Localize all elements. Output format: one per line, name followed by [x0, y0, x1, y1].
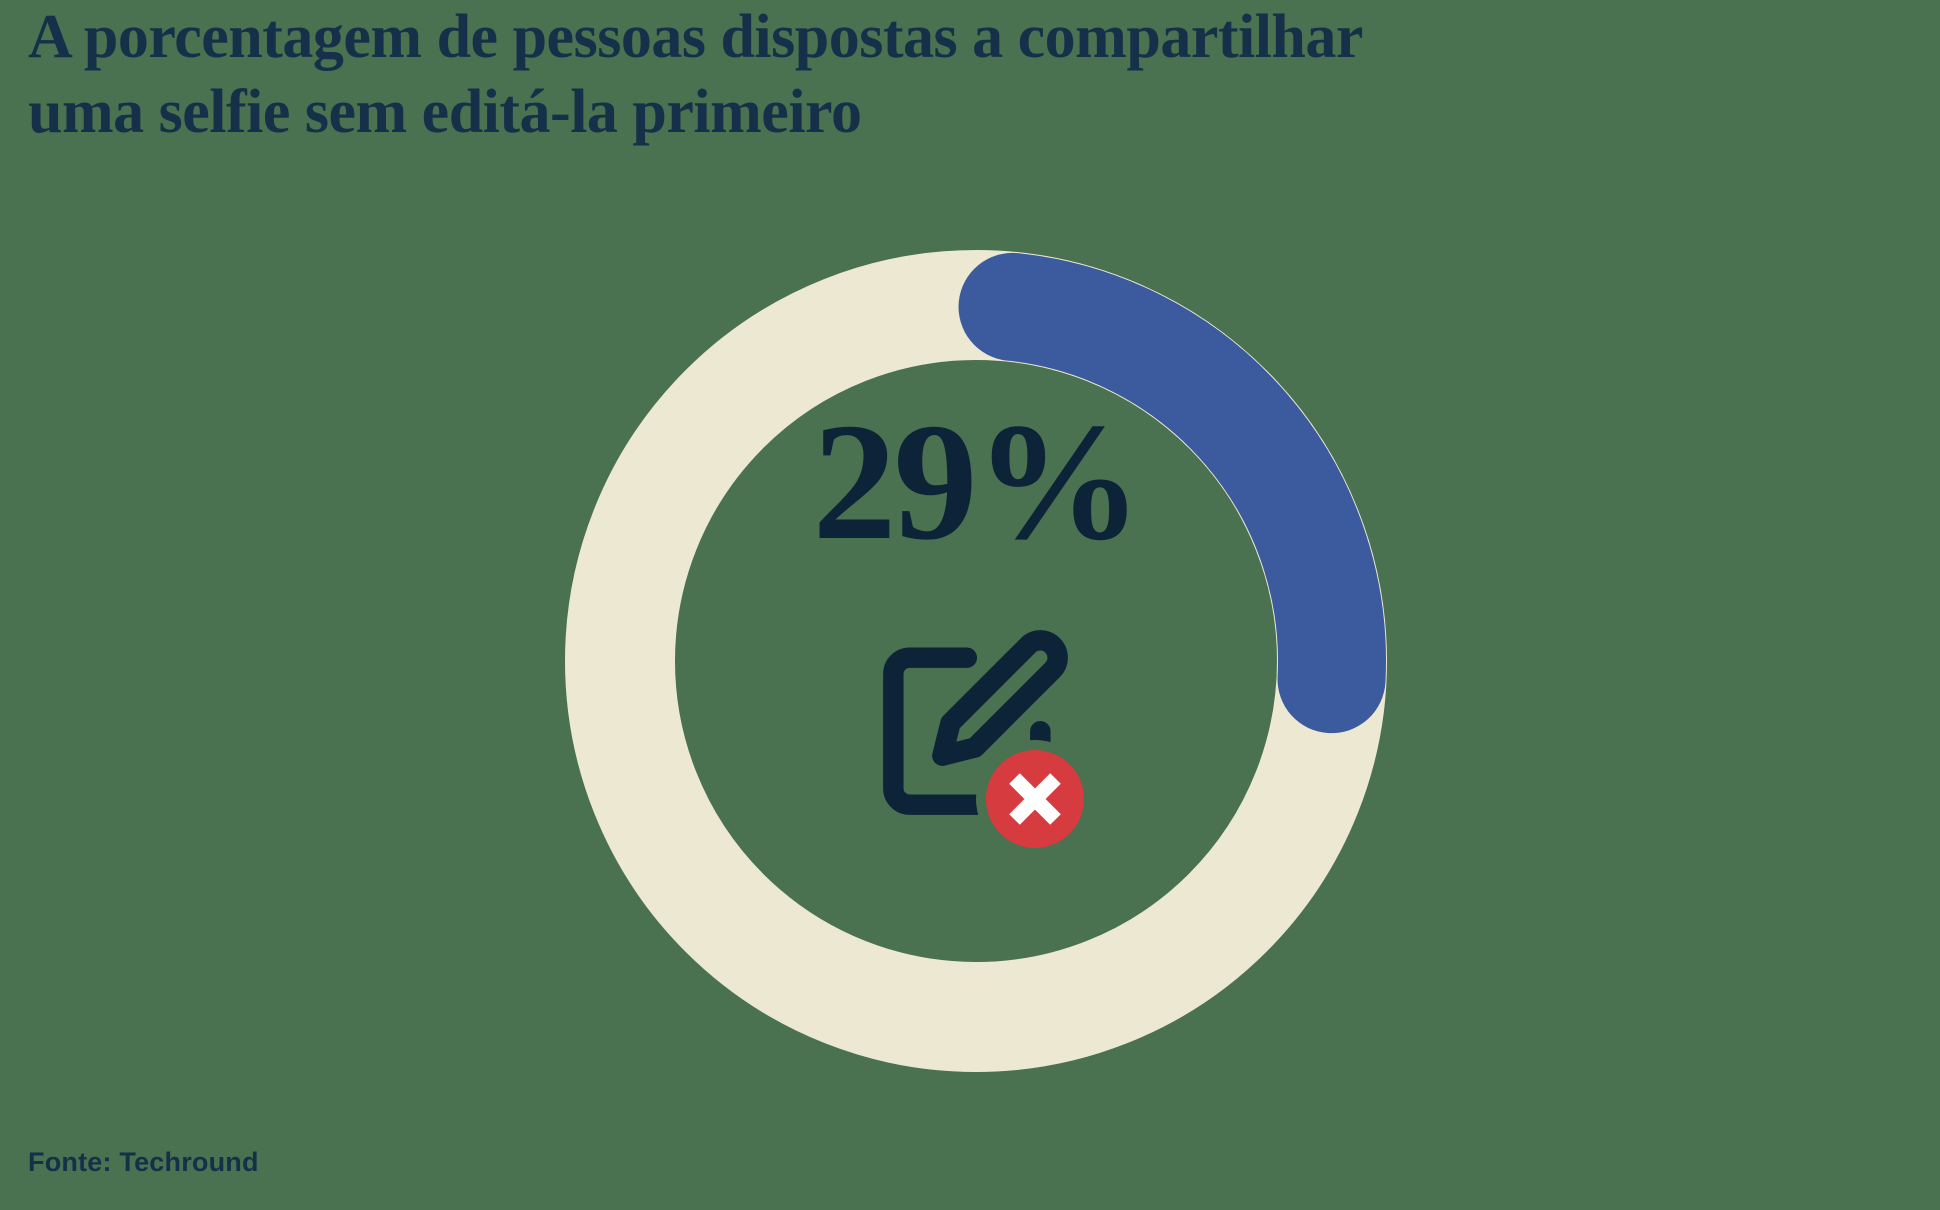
- cross-x-icon: [1009, 773, 1061, 825]
- chart-title-line-2: uma selfie sem editá-la primeiro: [28, 78, 862, 146]
- no-edit-badge: [976, 740, 1094, 858]
- source-credit: Fonte: Techround: [28, 1147, 259, 1177]
- chart-title-line-1: A porcentagem de pessoas dispostas a com…: [28, 3, 1363, 71]
- edit-pencil-shape: [932, 630, 1068, 766]
- chart-title: A porcentagem de pessoas dispostas a com…: [28, 0, 1588, 150]
- donut-value-segment: [566, 251, 1386, 1071]
- percent-label: 29%: [812, 389, 1143, 575]
